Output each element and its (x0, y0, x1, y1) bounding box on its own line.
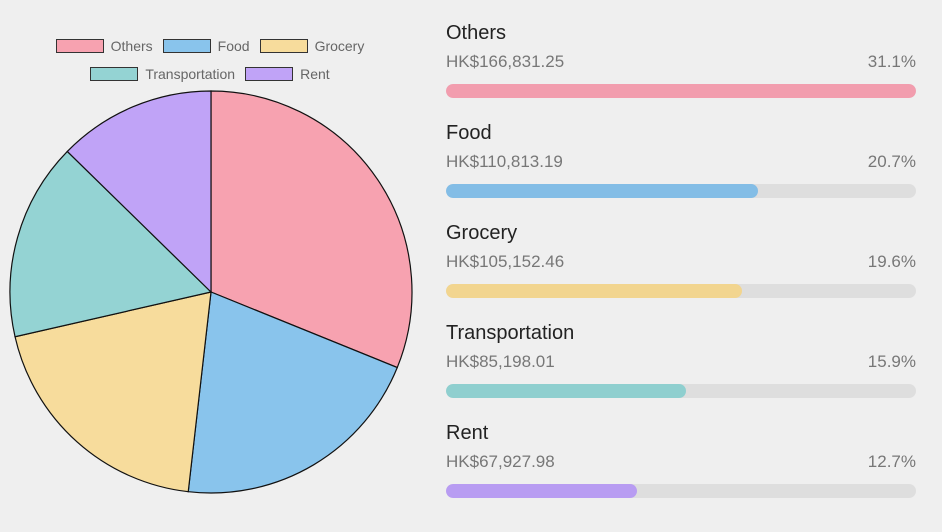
category-percent: 12.7% (867, 452, 916, 471)
category-item-transportation[interactable]: Transportation HK$85,198.01 15.9% (446, 320, 916, 420)
category-amount: HK$67,927.98 (446, 452, 555, 471)
progress-track (446, 484, 916, 498)
category-item-rent[interactable]: Rent HK$67,927.98 12.7% (446, 420, 916, 520)
category-amount: HK$110,813.19 (446, 152, 563, 171)
progress-fill (446, 484, 638, 498)
legend-label-transportation: Transportation (145, 66, 236, 82)
pie-slice-rent[interactable] (66, 90, 212, 294)
category-name: Food (446, 122, 492, 144)
legend-label-grocery: Grocery (314, 38, 365, 54)
legend-swatch-transportation (90, 67, 139, 81)
category-percent: 20.7% (867, 152, 916, 171)
category-item-food[interactable]: Food HK$110,813.19 20.7% (446, 120, 916, 220)
progress-track (446, 84, 916, 98)
legend-swatch-food (162, 39, 211, 53)
legend-item-grocery[interactable]: Grocery (259, 38, 365, 54)
category-breakdown-list: Others HK$166,831.25 31.1% Food HK$110,8… (446, 20, 916, 520)
pie-svg (9, 90, 413, 494)
category-percent: 15.9% (867, 352, 916, 371)
pie-slice-grocery[interactable] (14, 291, 212, 493)
legend-swatch-grocery (259, 39, 308, 53)
legend-row-2: Transportation Rent (0, 60, 420, 88)
pie-slice-food[interactable] (187, 291, 399, 494)
category-name: Transportation (446, 322, 575, 344)
pie-chart: Others Food Grocery Transportation Rent (0, 0, 430, 532)
progress-track (446, 384, 916, 398)
progress-fill (446, 384, 687, 398)
legend-row-1: Others Food Grocery (0, 32, 420, 60)
category-name: Grocery (446, 222, 518, 244)
pie-slice-others[interactable] (210, 90, 413, 369)
legend-swatch-rent (245, 67, 294, 81)
progress-track (446, 284, 916, 298)
legend-swatch-others (55, 39, 104, 53)
category-percent: 31.1% (867, 52, 916, 71)
legend-label-food: Food (217, 38, 250, 54)
category-amount: HK$105,152.46 (446, 252, 565, 271)
progress-fill (446, 84, 916, 98)
category-amount: HK$85,198.01 (446, 352, 555, 371)
progress-fill (446, 284, 743, 298)
legend-item-food[interactable]: Food (162, 38, 250, 54)
legend-label-rent: Rent (300, 66, 330, 82)
legend-label-others: Others (110, 38, 153, 54)
category-amount: HK$166,831.25 (446, 52, 565, 71)
category-name: Rent (446, 422, 489, 444)
category-percent: 19.6% (867, 252, 916, 271)
progress-fill (446, 184, 759, 198)
progress-track (446, 184, 916, 198)
legend-item-others[interactable]: Others (55, 38, 153, 54)
category-name: Others (446, 22, 507, 44)
pie-slice-transportation[interactable] (9, 150, 213, 338)
category-item-others[interactable]: Others HK$166,831.25 31.1% (446, 20, 916, 120)
chart-legend: Others Food Grocery Transportation Rent (0, 32, 420, 88)
category-item-grocery[interactable]: Grocery HK$105,152.46 19.6% (446, 220, 916, 320)
legend-item-rent[interactable]: Rent (245, 66, 330, 82)
legend-item-transportation[interactable]: Transportation (90, 66, 235, 82)
